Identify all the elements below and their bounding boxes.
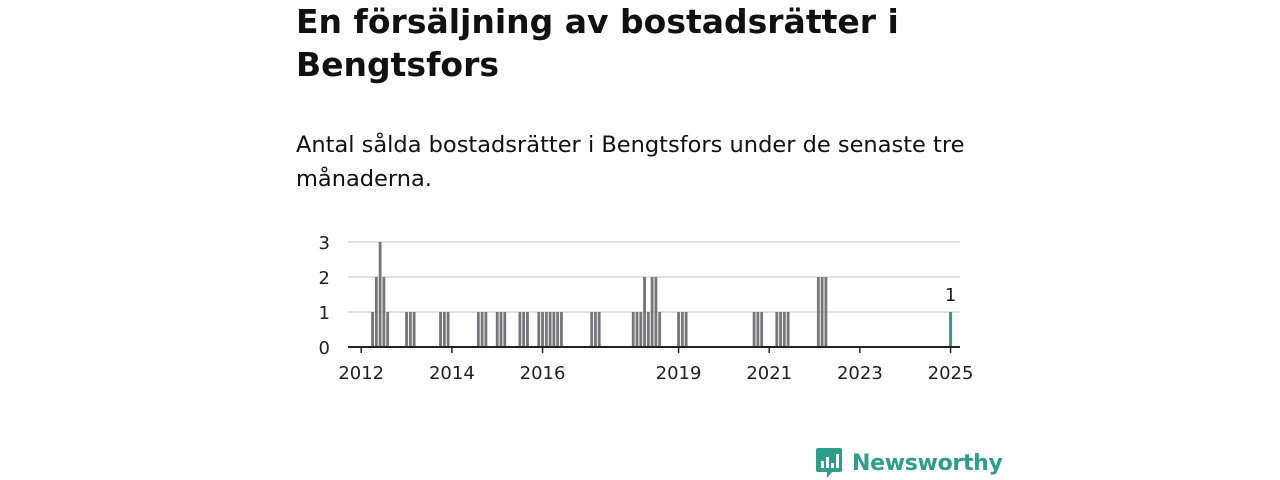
bar (643, 277, 646, 347)
bar (658, 312, 662, 347)
bar (378, 242, 382, 347)
bar (779, 312, 782, 347)
x-tick-label: 2016 (520, 363, 566, 384)
bar (556, 312, 560, 347)
bar (371, 312, 374, 347)
bar (374, 277, 378, 347)
newsworthy-logo: Newsworthy (815, 446, 1003, 480)
bar (537, 312, 541, 347)
bar (518, 312, 522, 347)
x-tick-label: 2012 (338, 363, 384, 384)
bar (639, 312, 643, 347)
y-tick-label: 0 (319, 338, 330, 359)
x-tick-label: 2023 (837, 363, 883, 384)
y-tick-label: 2 (319, 268, 330, 289)
bar (382, 277, 386, 347)
bar (386, 312, 390, 347)
bar (650, 277, 654, 347)
bar (503, 312, 507, 347)
bar (680, 312, 684, 347)
newsworthy-logo-icon (816, 448, 842, 478)
chart-title: En försäljning av bostadsrätter i Bengts… (296, 2, 899, 84)
bar (439, 312, 442, 347)
y-tick-label: 3 (319, 233, 330, 254)
x-tick-label: 2014 (429, 363, 475, 384)
bar (756, 312, 760, 347)
bar (484, 312, 488, 347)
x-tick-label: 2019 (656, 363, 702, 384)
bar (480, 312, 484, 347)
bar (590, 312, 594, 347)
bar (775, 312, 779, 347)
bar (752, 312, 756, 347)
bar (782, 312, 786, 347)
bar (495, 312, 499, 347)
bar (412, 312, 416, 347)
newsworthy-logo-text: Newsworthy (852, 450, 1003, 476)
bar (820, 277, 824, 347)
bar (654, 277, 658, 347)
bar (631, 312, 635, 347)
highlight-data-label: 1 (945, 285, 956, 306)
bar (646, 312, 650, 347)
bar (786, 312, 790, 347)
bar (597, 312, 601, 347)
bar (594, 312, 597, 347)
x-tick-label: 2025 (928, 363, 974, 384)
bar (760, 312, 764, 347)
bar (446, 312, 450, 347)
bar (816, 277, 820, 347)
bar (476, 312, 480, 347)
bar (526, 312, 529, 347)
bar (499, 312, 503, 347)
bar (560, 312, 563, 347)
bar (522, 312, 526, 347)
bar (541, 312, 544, 347)
bar (635, 312, 639, 347)
bar (548, 312, 552, 347)
bar (408, 312, 412, 347)
bar-chart: 0 1 2 3 1 2012 2014 2016 2019 2021 2023 2025 (319, 233, 974, 384)
bar (442, 312, 446, 347)
y-tick-label: 1 (319, 303, 330, 324)
x-tick-label: 2021 (746, 363, 792, 384)
bar (552, 312, 556, 347)
bar (544, 312, 548, 347)
chart-subtitle: Antal sålda bostadsrätter i Bengtsfors u… (296, 132, 965, 192)
bar (405, 312, 408, 347)
bar (677, 312, 680, 347)
highlight-bar (949, 312, 953, 347)
bar (684, 312, 688, 347)
bar (824, 277, 828, 347)
